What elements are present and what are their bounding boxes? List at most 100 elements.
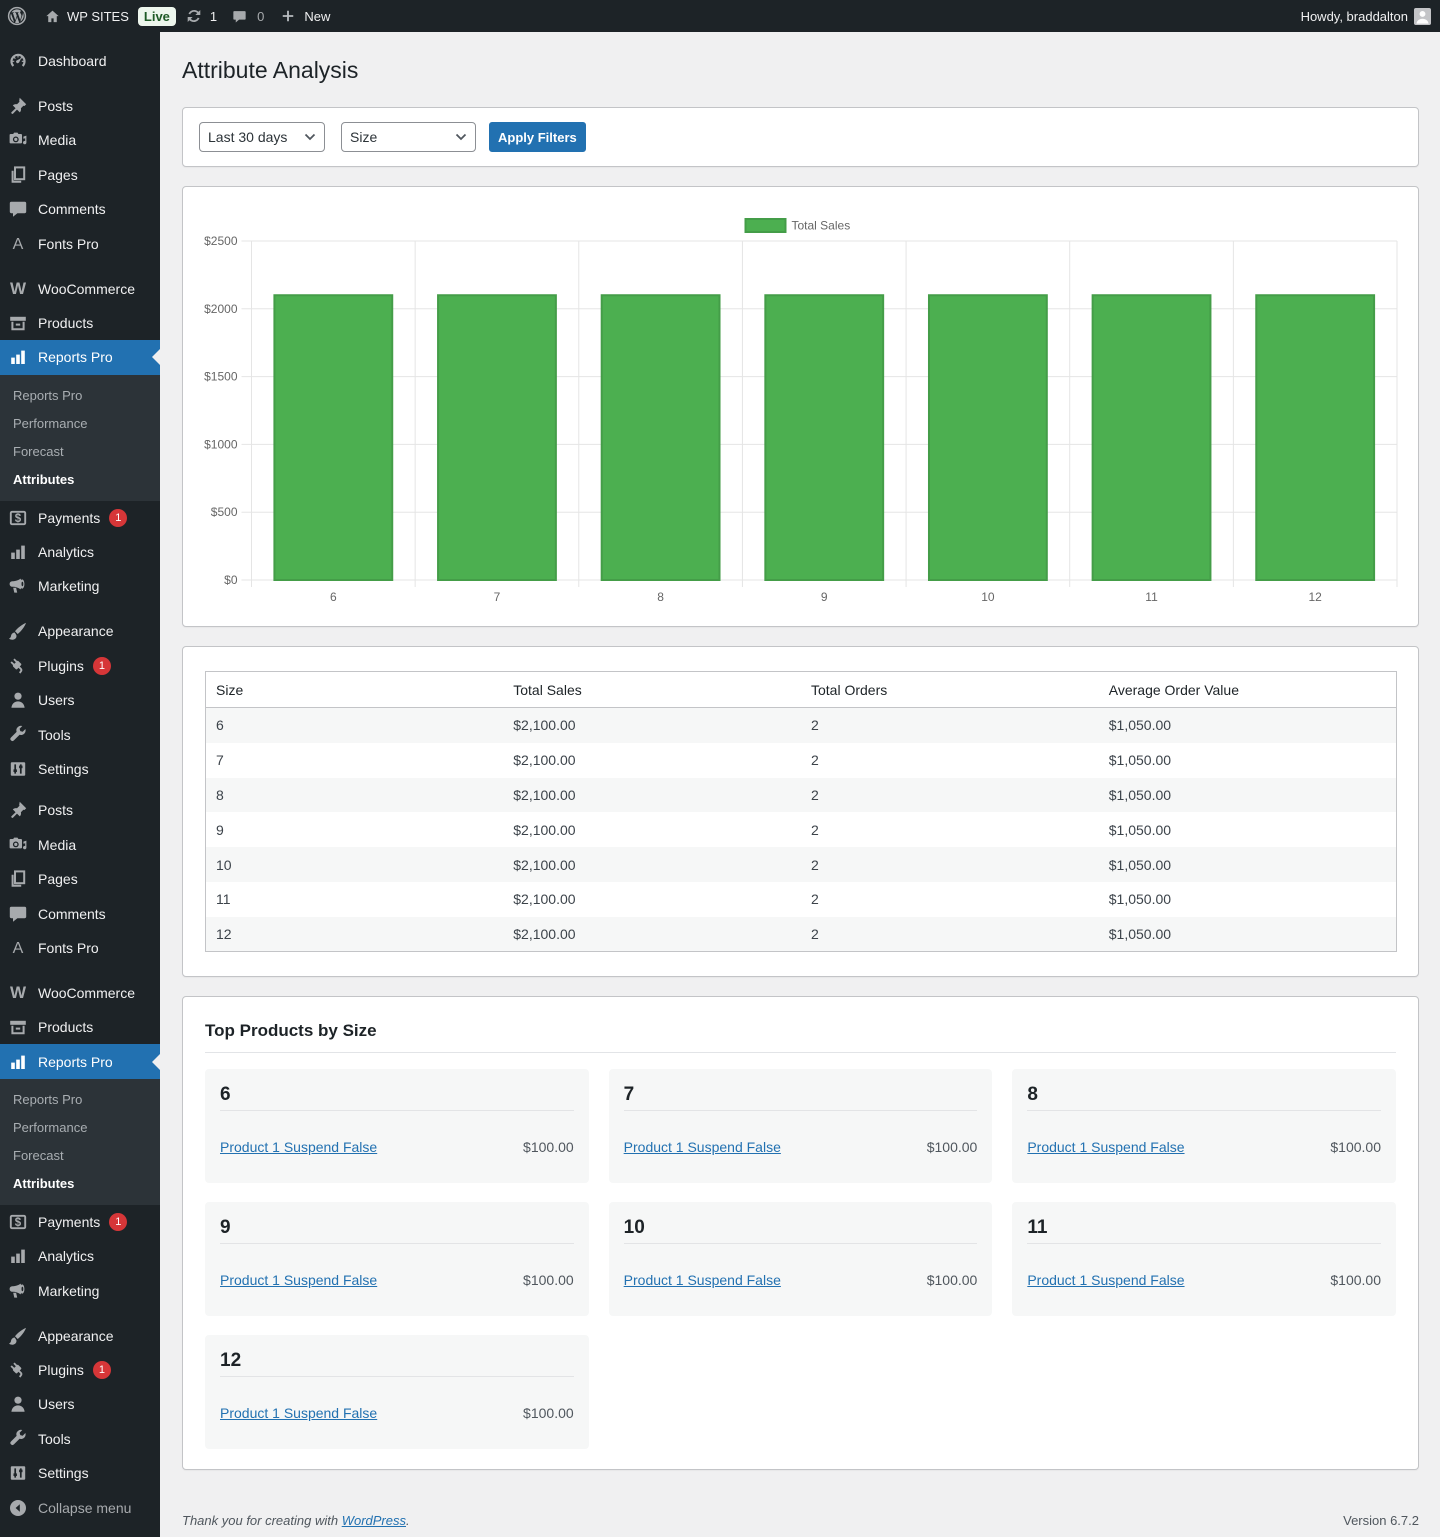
- media-icon: [9, 133, 27, 145]
- bar-8[interactable]: [600, 294, 721, 582]
- sidebar-item-posts[interactable]: Posts: [0, 793, 160, 827]
- sidebar-item-appearance[interactable]: Appearance: [0, 1318, 160, 1352]
- sidebar-item-pages[interactable]: Pages: [0, 862, 160, 896]
- product-link[interactable]: Product 1 Suspend False: [220, 1405, 378, 1421]
- product-price: $100.00: [523, 1139, 574, 1155]
- bar-7[interactable]: [437, 294, 557, 582]
- top-products-card: Top Products by Size 6 Product 1 Suspend …: [182, 996, 1419, 1470]
- x-tick-label: 11: [1145, 590, 1158, 604]
- attribute-select-wrap: Size: [341, 122, 476, 152]
- sidebar-item-analytics[interactable]: Analytics: [0, 1239, 160, 1273]
- submenu-item-performance[interactable]: Performance: [13, 416, 88, 432]
- date-range-select-wrap: Last 30 days: [199, 122, 325, 152]
- sidebar-item-fonts-pro[interactable]: A Fonts Pro: [0, 226, 160, 260]
- submenu-item-performance[interactable]: Performance: [13, 1120, 88, 1136]
- sidebar-item-appearance[interactable]: Appearance: [0, 614, 160, 648]
- sidebar-item-products[interactable]: Products: [0, 1010, 160, 1044]
- legend-label[interactable]: Total Sales: [792, 219, 851, 233]
- table-cell: $1,050.00: [1098, 916, 1397, 952]
- submenu-item-reports-pro[interactable]: Reports Pro: [13, 388, 83, 404]
- avatar[interactable]: [1414, 7, 1431, 25]
- product-link[interactable]: Product 1 Suspend False: [220, 1139, 378, 1155]
- submenu-item-forecast[interactable]: Forecast: [13, 444, 64, 460]
- wordpress-logo-icon[interactable]: [7, 6, 27, 26]
- sidebar-item-comments[interactable]: Comments: [0, 896, 160, 930]
- sidebar-item-pages[interactable]: Pages: [0, 158, 160, 192]
- sidebar-item-products[interactable]: Products: [0, 306, 160, 340]
- sidebar-item-settings[interactable]: Settings: [0, 752, 160, 786]
- sidebar-item-users[interactable]: Users: [0, 683, 160, 717]
- sidebar-item-fonts-pro[interactable]: A Fonts Pro: [0, 931, 160, 965]
- submenu-reports-pro: Reports Pro Performance Forecast Attributes: [0, 374, 160, 501]
- sidebar-item-woocommerce[interactable]: W WooCommerce: [9, 278, 135, 298]
- bar-9[interactable]: [764, 294, 885, 582]
- bar-12[interactable]: [1255, 294, 1376, 582]
- apply-filters-button[interactable]: Apply Filters: [489, 122, 586, 152]
- sidebar-item-collapse-menu[interactable]: Collapse menu: [0, 1490, 160, 1524]
- table-cell: $2,100.00: [513, 752, 576, 769]
- filters-card: Last 30 days Size Apply Filters: [182, 107, 1419, 167]
- x-tick-label: 9: [821, 590, 828, 604]
- sidebar-item-plugins[interactable]: Plugins 1: [0, 649, 160, 683]
- page-title: Attribute Analysis: [182, 57, 359, 83]
- submenu-item-attributes[interactable]: Attributes: [13, 472, 75, 488]
- sidebar-item-users[interactable]: Users: [0, 1387, 160, 1421]
- sidebar-item-analytics[interactable]: Analytics: [0, 535, 160, 569]
- new-button[interactable]: New: [304, 8, 331, 24]
- updates-count[interactable]: 1: [209, 8, 218, 24]
- sidebar-item-reports-pro[interactable]: Reports Pro: [0, 340, 160, 375]
- sidebar-item-payments[interactable]: $ Payments 1: [0, 501, 160, 535]
- home-icon[interactable]: [45, 9, 60, 24]
- submenu-item-attributes[interactable]: Attributes: [13, 1176, 75, 1192]
- sidebar-item-marketing[interactable]: Marketing: [0, 569, 160, 603]
- date-range-select[interactable]: Last 30 days: [199, 122, 325, 152]
- sidebar-item-posts[interactable]: Posts: [0, 89, 160, 123]
- wordpress-link[interactable]: WordPress: [341, 1513, 406, 1528]
- product-card-size: 8: [1027, 1084, 1381, 1111]
- bar-6[interactable]: [273, 294, 394, 582]
- bar-11[interactable]: [1091, 294, 1212, 582]
- table-cell: 2: [811, 752, 819, 769]
- sidebar-item-marketing[interactable]: Marketing: [0, 1274, 160, 1308]
- update-count-badge: 1: [92, 656, 111, 675]
- sidebar-item-reports-pro[interactable]: Reports Pro: [0, 1044, 160, 1079]
- sidebar-item-payments[interactable]: $ Payments 1: [0, 1205, 160, 1239]
- products-icon: [10, 1020, 26, 1035]
- attribute-select[interactable]: Size: [341, 122, 476, 152]
- sidebar-item-media[interactable]: Media: [0, 828, 160, 862]
- submenu-item-forecast[interactable]: Forecast: [13, 1148, 64, 1164]
- bar-10[interactable]: [927, 294, 1048, 582]
- sidebar-item-tools[interactable]: Tools: [0, 1422, 160, 1456]
- comments-icon[interactable]: [232, 9, 247, 24]
- sidebar-item-comments[interactable]: Comments: [0, 192, 160, 226]
- table-cell: 8: [205, 777, 504, 813]
- submenu-item-reports-pro[interactable]: Reports Pro: [13, 1092, 83, 1108]
- legend-swatch[interactable]: [744, 218, 787, 233]
- product-link[interactable]: Product 1 Suspend False: [623, 1139, 781, 1155]
- plus-icon[interactable]: [281, 9, 295, 23]
- x-tick-label: 6: [330, 590, 337, 604]
- product-link[interactable]: Product 1 Suspend False: [220, 1272, 378, 1288]
- x-tick-label: 7: [494, 590, 501, 604]
- product-link[interactable]: Product 1 Suspend False: [1027, 1272, 1185, 1288]
- sidebar-item-woocommerce[interactable]: W WooCommerce: [9, 982, 135, 1002]
- howdy-text[interactable]: Howdy, braddalton: [1300, 8, 1408, 24]
- comments-count[interactable]: 0: [257, 8, 265, 24]
- product-link[interactable]: Product 1 Suspend False: [623, 1272, 781, 1288]
- comments-icon: [9, 906, 27, 922]
- updates-icon[interactable]: [185, 7, 203, 25]
- sidebar-item-tools[interactable]: Tools: [0, 717, 160, 751]
- sidebar-item-media[interactable]: Media: [0, 123, 160, 157]
- table-cell: $2,100.00: [513, 821, 576, 838]
- sidebar-item-plugins[interactable]: Plugins 1: [0, 1353, 160, 1387]
- site-name[interactable]: WP SITES: [67, 8, 129, 24]
- table-cell: 2: [811, 821, 819, 838]
- sidebar-item-dashboard[interactable]: Dashboard: [0, 44, 160, 78]
- update-count-badge: 1: [92, 1361, 111, 1380]
- chart-bar-icon: [11, 1055, 25, 1069]
- pin-icon: [11, 97, 27, 115]
- x-tick-label: 10: [981, 590, 995, 604]
- sidebar-item-settings[interactable]: Settings: [0, 1456, 160, 1490]
- product-link[interactable]: Product 1 Suspend False: [1027, 1139, 1185, 1155]
- svg-text:$: $: [15, 513, 22, 525]
